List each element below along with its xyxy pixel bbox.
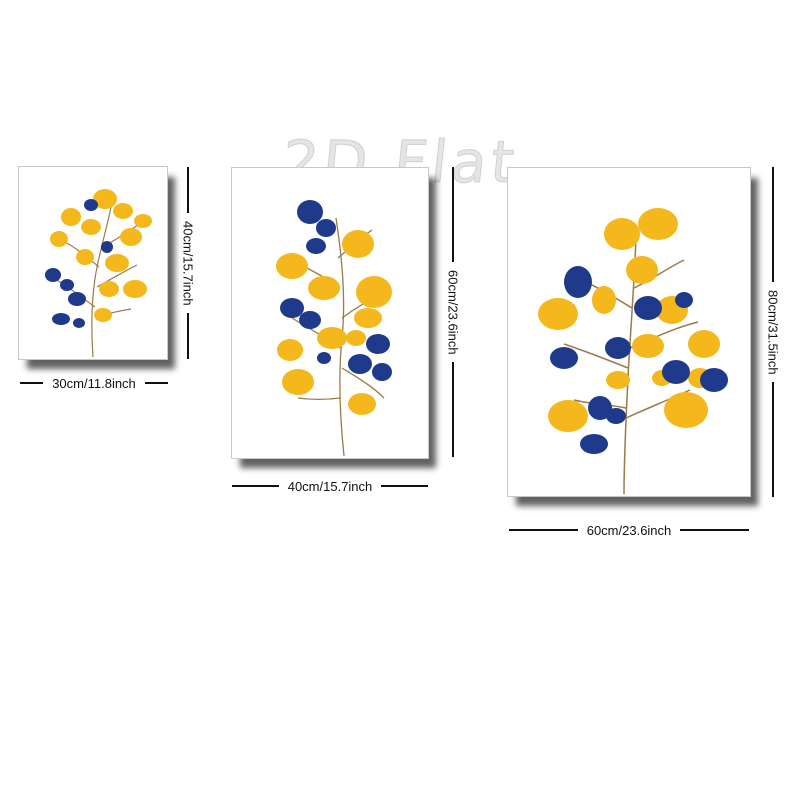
height-label-medium: 60cm/23.6inch [445, 269, 461, 355]
leaf-branch-artwork [538, 208, 728, 495]
dimension-line [187, 313, 189, 359]
width-label-small: 30cm/11.8inch [52, 375, 136, 391]
dimension-line [509, 529, 578, 531]
dimension-line [381, 485, 428, 487]
canvas-panel-small [18, 166, 168, 360]
height-dimension-medium: 60cm/23.6inch [443, 167, 463, 457]
height-dimension-large: 80cm/31.5inch [763, 167, 783, 497]
width-label-medium: 40cm/15.7inch [287, 478, 373, 494]
height-dimension-small: 40cm/15.7inch [178, 167, 198, 359]
width-dimension-large: 60cm/23.6inch [509, 520, 749, 540]
leaf-branch-artwork [45, 189, 152, 358]
dimension-line [772, 382, 774, 497]
width-label-large: 60cm/23.6inch [586, 522, 672, 538]
dimension-line [452, 362, 454, 457]
dimension-line [20, 382, 44, 384]
dimension-line [232, 485, 279, 487]
width-dimension-small: 30cm/11.8inch [20, 373, 168, 393]
height-label-small: 40cm/15.7inch [180, 220, 196, 306]
dimension-line [144, 382, 168, 384]
leaf-branch-artwork [276, 200, 392, 457]
canvas-panel-medium [231, 167, 429, 459]
width-dimension-medium: 40cm/15.7inch [232, 476, 428, 496]
canvas-panel-large [507, 167, 751, 497]
dimension-line [772, 167, 774, 282]
dimension-line [680, 529, 749, 531]
height-label-large: 80cm/31.5inch [765, 289, 781, 375]
dimension-line [452, 167, 454, 262]
dimension-line [187, 167, 189, 213]
